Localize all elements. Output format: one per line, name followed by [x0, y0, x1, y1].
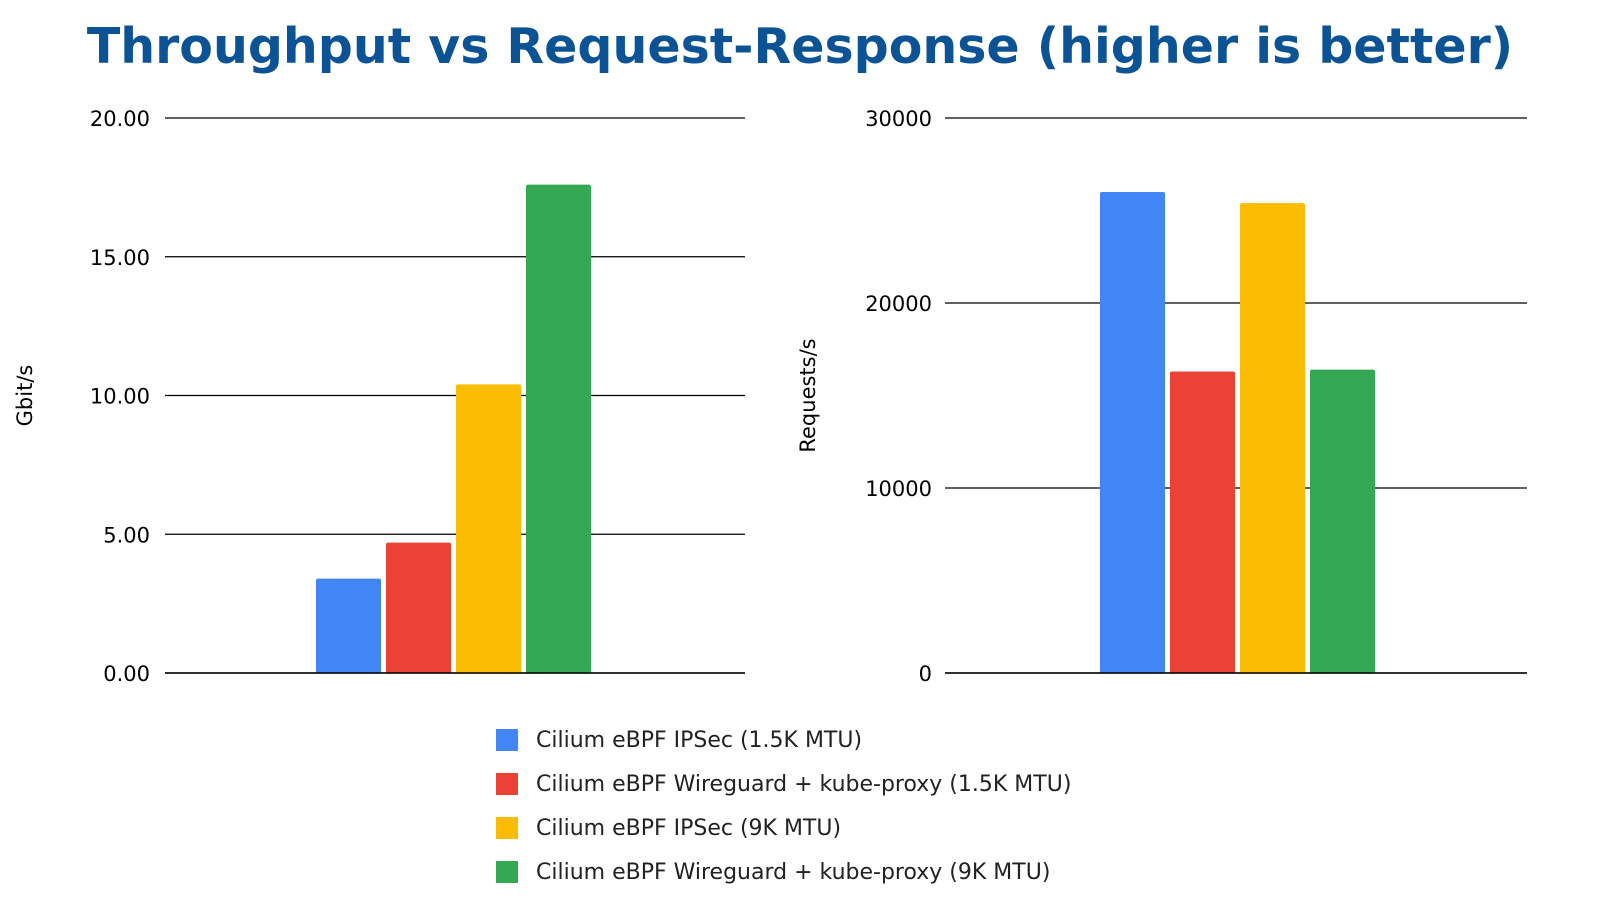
legend-item-ipsec-1-5k: Cilium eBPF IPSec (1.5K MTU) [496, 718, 1071, 762]
bar-wireguard-1-5k [386, 542, 451, 673]
y-tick-label: 0 [919, 662, 932, 686]
y-tick-label: 30000 [865, 107, 932, 131]
bar-wireguard-9k [526, 184, 591, 673]
bar-ipsec-9k [1240, 203, 1305, 673]
legend-label-wireguard-9k: Cilium eBPF Wireguard + kube-proxy (9K M… [536, 859, 1051, 885]
bar-ipsec-1-5k [316, 578, 381, 673]
throughput-chart: 0.00 5.00 10.00 15.00 20.00 Gbit/s [13, 107, 745, 686]
legend-label-wireguard-1-5k: Cilium eBPF Wireguard + kube-proxy (1.5K… [536, 771, 1072, 797]
y-tick-label: 10.00 [90, 385, 150, 409]
legend-swatch-wireguard-9k [496, 861, 518, 883]
y-tick-label: 20000 [865, 292, 932, 316]
request-response-chart: 0 10000 20000 30000 Requests/s [796, 107, 1527, 686]
bar-wireguard-9k [1310, 369, 1375, 673]
y-tick-label: 20.00 [90, 107, 150, 131]
y-tick-label: 15.00 [90, 246, 150, 270]
y-tick-label: 5.00 [103, 523, 150, 547]
y-axis-label: Gbit/s [13, 365, 37, 427]
legend-swatch-ipsec-9k [496, 817, 518, 839]
y-tick-label: 10000 [865, 477, 932, 501]
bar-ipsec-9k [456, 384, 521, 673]
bar-wireguard-1-5k [1170, 371, 1235, 673]
y-axis-label: Requests/s [796, 338, 820, 452]
legend-swatch-wireguard-1-5k [496, 773, 518, 795]
legend-label-ipsec-1-5k: Cilium eBPF IPSec (1.5K MTU) [536, 727, 863, 753]
chart-title: Throughput vs Request-Response (higher i… [86, 18, 1514, 75]
bar-ipsec-1-5k [1100, 192, 1165, 673]
legend-item-ipsec-9k: Cilium eBPF IPSec (9K MTU) [496, 806, 1071, 850]
legend-item-wireguard-9k: Cilium eBPF Wireguard + kube-proxy (9K M… [496, 850, 1071, 894]
legend: Cilium eBPF IPSec (1.5K MTU) Cilium eBPF… [496, 718, 1071, 894]
legend-label-ipsec-9k: Cilium eBPF IPSec (9K MTU) [536, 815, 842, 841]
legend-item-wireguard-1-5k: Cilium eBPF Wireguard + kube-proxy (1.5K… [496, 762, 1071, 806]
charts-canvas: 0.00 5.00 10.00 15.00 20.00 Gbit/s 0 10000 2000… [13, 107, 1527, 686]
legend-swatch-ipsec-1-5k [496, 729, 518, 751]
y-tick-label: 0.00 [103, 662, 150, 686]
